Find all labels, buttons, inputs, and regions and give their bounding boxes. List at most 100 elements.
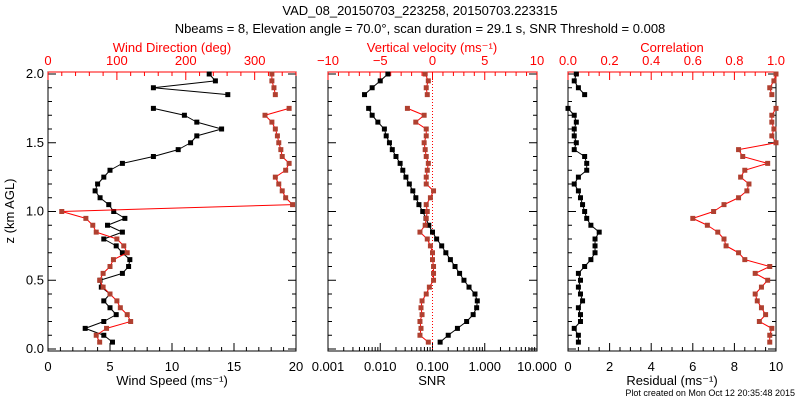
data-point-correlation (738, 174, 744, 180)
data-point-snr (452, 264, 458, 269)
data-point-correlation (765, 160, 771, 166)
data-point-snr (381, 126, 387, 132)
data-point-snr (447, 257, 453, 263)
data-point-residual (588, 257, 594, 263)
data-point-correlation (690, 215, 696, 221)
plot-frame (47, 71, 297, 352)
data-point-vertical-velocity (419, 312, 425, 318)
data-point-wind-speed (106, 202, 112, 208)
y-tick-label: 0.5 (26, 272, 44, 287)
data-point-vertical-velocity (424, 167, 430, 173)
data-point-wind-direction (107, 291, 113, 297)
data-point-wind-speed (97, 195, 103, 201)
data-point-residual (575, 270, 581, 276)
y-tick-label: 1.5 (26, 135, 44, 150)
series-segment (96, 231, 118, 240)
series-segment (153, 87, 228, 96)
data-point-correlation (767, 264, 773, 269)
x-tick-label: 0.100 (416, 359, 449, 374)
wind-direction-axis-title: Wind Direction (deg) (113, 40, 232, 55)
data-point-vertical-velocity (431, 264, 437, 269)
data-point-residual (577, 277, 583, 283)
data-point-vertical-velocity (421, 140, 427, 146)
data-point-wind-speed (219, 126, 225, 132)
series-segment (407, 107, 425, 116)
data-point-snr (369, 112, 375, 118)
data-point-snr (385, 71, 391, 77)
data-point-residual (571, 112, 577, 118)
x-tick-label: 1.000 (468, 359, 501, 374)
data-point-residual (580, 298, 586, 304)
data-point-residual (588, 222, 594, 228)
panel-1: 0.001 0.010 0.100 1.000 10.000 −10 −5 0 5 10 (312, 53, 557, 374)
series-segment (153, 107, 185, 116)
data-point-correlation (754, 298, 760, 304)
data-point-residual (577, 291, 583, 297)
data-point-vertical-velocity (423, 154, 429, 159)
series-segment (61, 211, 87, 219)
series-segment (196, 128, 222, 137)
plot-frame (567, 71, 777, 352)
x2-tick-label: 0.8 (725, 53, 743, 68)
x2-tick-label: 0.6 (684, 53, 702, 68)
data-point-correlation (773, 105, 779, 111)
series-segment (61, 204, 293, 212)
data-point-vertical-velocity (427, 243, 433, 249)
data-point-wind-speed (119, 160, 125, 166)
data-point-residual (571, 78, 577, 84)
data-point-residual (571, 181, 577, 187)
x-tick-label: 0.010 (364, 359, 397, 374)
data-point-wind-speed (101, 174, 107, 180)
series-segment (264, 107, 290, 116)
data-point-wind-speed (175, 147, 181, 153)
x2-tick-label: 5 (481, 53, 488, 68)
data-point-wind-direction (124, 250, 130, 256)
data-point-snr (410, 188, 416, 194)
panel-0: 0.00.51.01.52.00 5 10 15 200 100 200 300 (26, 53, 303, 374)
x2-tick-label: 10 (530, 53, 544, 68)
data-point-correlation (711, 209, 717, 214)
data-point-snr (470, 312, 476, 318)
data-point-vertical-velocity (431, 188, 437, 194)
data-point-residual (582, 92, 588, 98)
y-tick-label: 0.0 (26, 341, 44, 356)
data-point-residual (592, 243, 598, 249)
data-point-residual (575, 284, 581, 290)
data-point-wind-direction (104, 325, 110, 331)
data-point-correlation (704, 222, 710, 228)
data-point-wind-speed (101, 236, 107, 242)
series-segment (85, 327, 104, 336)
series-segment (744, 259, 770, 267)
x-tick-label: 10 (165, 359, 179, 374)
data-point-vertical-velocity (422, 222, 428, 228)
data-point-residual (573, 119, 579, 125)
series-segment (106, 321, 131, 329)
data-point-wind-direction (283, 167, 289, 173)
data-point-correlation (736, 250, 742, 256)
series-segment (742, 156, 768, 164)
data-point-wind-speed (111, 209, 117, 214)
figure-subtitle: Nbeams = 8, Elevation angle = 70.0°, sca… (175, 21, 666, 36)
data-point-correlation (742, 257, 748, 263)
x-tick-label: 2 (606, 359, 613, 374)
data-point-vertical-velocity (424, 236, 430, 242)
data-point-wind-direction (93, 229, 99, 235)
data-point-residual (575, 188, 581, 194)
data-point-wind-direction (110, 257, 116, 263)
vertical-velocity-axis-title: Vertical velocity (ms⁻¹) (367, 40, 497, 55)
data-point-wind-speed (126, 264, 132, 269)
data-point-snr (397, 160, 403, 166)
data-point-wind-speed (107, 305, 113, 311)
data-point-vertical-velocity (430, 257, 435, 263)
x2-tick-label: 0 (44, 53, 51, 68)
x-tick-label: 15 (227, 359, 241, 374)
data-point-residual (571, 126, 577, 132)
data-point-wind-direction (262, 112, 268, 118)
data-point-correlation (765, 277, 771, 283)
data-point-vertical-velocity (426, 284, 432, 290)
data-point-snr (466, 284, 472, 290)
data-point-residual (577, 312, 583, 318)
data-point-vertical-velocity (423, 126, 429, 132)
data-point-correlation (769, 133, 775, 139)
x-tick-label: 0 (44, 359, 51, 374)
